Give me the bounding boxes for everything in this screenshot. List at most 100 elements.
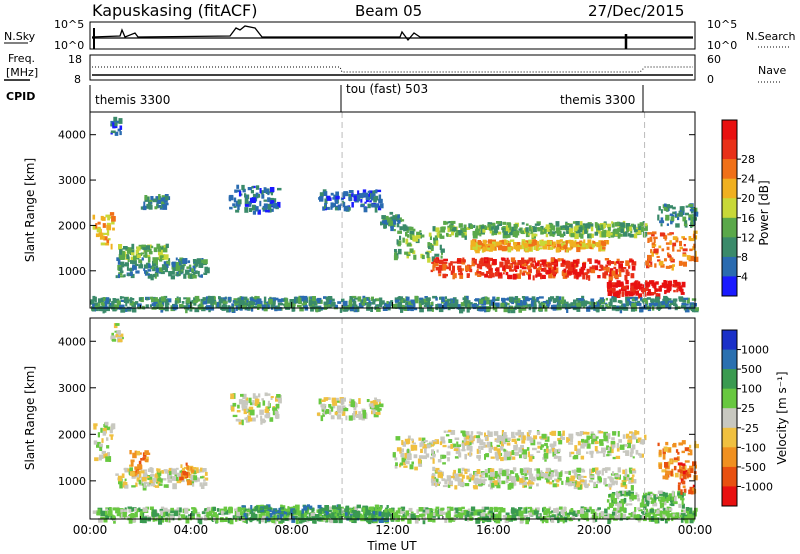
velocity-cell <box>231 406 235 412</box>
power-cell <box>653 237 656 244</box>
power-cell <box>689 248 693 252</box>
velocity-cell <box>156 470 162 476</box>
velocity-cell <box>244 417 248 421</box>
power-cell <box>521 262 527 267</box>
velocity-cell <box>535 513 540 519</box>
power-cell <box>540 241 545 246</box>
power-cell <box>655 293 661 300</box>
velocity-cell <box>570 511 573 515</box>
velocity-cell <box>586 435 590 441</box>
power-cell <box>612 230 615 237</box>
velocity-cell <box>693 475 698 481</box>
power-cell <box>118 118 123 124</box>
velocity-cell <box>534 468 537 471</box>
velocity-cell <box>554 478 558 482</box>
power-cell <box>110 243 113 250</box>
power-cell <box>381 220 386 224</box>
velocity-cell <box>617 503 622 507</box>
power-cell <box>663 299 668 304</box>
power-cell <box>430 302 433 305</box>
velocity-cell <box>370 506 374 509</box>
power-cell <box>393 255 398 261</box>
velocity-cell <box>461 474 465 479</box>
power-cell <box>672 206 676 210</box>
power-cell <box>466 300 471 305</box>
power-cell <box>502 272 505 275</box>
power-cell <box>341 298 345 303</box>
velocity-cell <box>237 506 242 512</box>
power-cell <box>145 304 149 309</box>
power-cell <box>472 234 478 239</box>
power-cell <box>566 307 569 313</box>
velocity-cell <box>336 405 342 411</box>
velocity-cell <box>599 477 602 483</box>
power-cell <box>195 259 199 266</box>
velocity-cell <box>495 454 499 461</box>
power-cell <box>346 205 350 209</box>
power-cell <box>174 300 178 306</box>
power-cell <box>572 221 576 224</box>
velocity-cell <box>608 493 612 497</box>
power-cell <box>164 302 168 308</box>
velocity-cell <box>557 437 561 442</box>
noise-left-tick-top: 10^5 <box>54 18 84 31</box>
power-cell <box>389 211 394 215</box>
power-cell <box>354 297 359 300</box>
velocity-cell <box>606 433 611 439</box>
power-cell <box>552 258 556 264</box>
velocity-cell <box>580 479 585 483</box>
velocity-cell <box>537 445 543 449</box>
velocity-cell <box>430 478 434 483</box>
velocity-cell <box>667 461 671 466</box>
velocity-cell <box>540 446 543 450</box>
velocity-cell <box>528 430 532 433</box>
power-cell <box>425 251 429 255</box>
power-cell <box>241 184 245 191</box>
power-cell <box>583 239 586 245</box>
velocity-cell <box>432 514 436 518</box>
power-cell <box>501 245 505 249</box>
velocity-cell <box>677 484 681 491</box>
power-cell <box>681 302 687 308</box>
power-cell <box>476 225 479 232</box>
velocity-cell <box>392 452 396 458</box>
power-cell <box>121 304 125 308</box>
power-cell <box>231 306 235 312</box>
power-heatmap <box>90 112 699 314</box>
power-cell <box>438 273 442 277</box>
power-cell <box>123 274 126 278</box>
velocity-cell <box>462 434 467 437</box>
power-cell <box>147 273 150 276</box>
power-cell <box>310 306 314 312</box>
power-cell <box>249 297 254 301</box>
velocity-cell <box>353 402 358 408</box>
power-cell <box>401 299 406 304</box>
velocity-cell <box>540 472 545 477</box>
velocity-cell <box>447 457 450 462</box>
power-cell <box>488 257 493 262</box>
velocity-cell <box>622 481 626 486</box>
velocity-cell <box>695 464 697 469</box>
power-cell <box>433 262 439 267</box>
velocity-cell <box>400 506 406 511</box>
power-cell <box>330 202 334 208</box>
power-cell <box>367 193 373 198</box>
power-cell <box>135 270 140 274</box>
velocity-cell <box>617 515 620 520</box>
power-cell <box>263 203 268 209</box>
power-cell <box>463 224 467 228</box>
power-cell <box>526 265 531 270</box>
power-cell <box>323 304 328 310</box>
velocity-cell <box>453 469 456 475</box>
power-cell <box>561 296 565 302</box>
velocity-cell <box>204 471 208 476</box>
velocity-cell <box>97 432 100 438</box>
velocity-cell <box>458 512 464 516</box>
velocity-cell <box>433 512 436 517</box>
velocity-cell <box>461 467 465 472</box>
velocity-cell <box>191 507 196 510</box>
velocity-cell <box>536 507 540 512</box>
power-cell <box>512 273 517 280</box>
cpid-segment-2: tou (fast) 503 <box>346 82 428 96</box>
power-cell <box>537 228 541 232</box>
